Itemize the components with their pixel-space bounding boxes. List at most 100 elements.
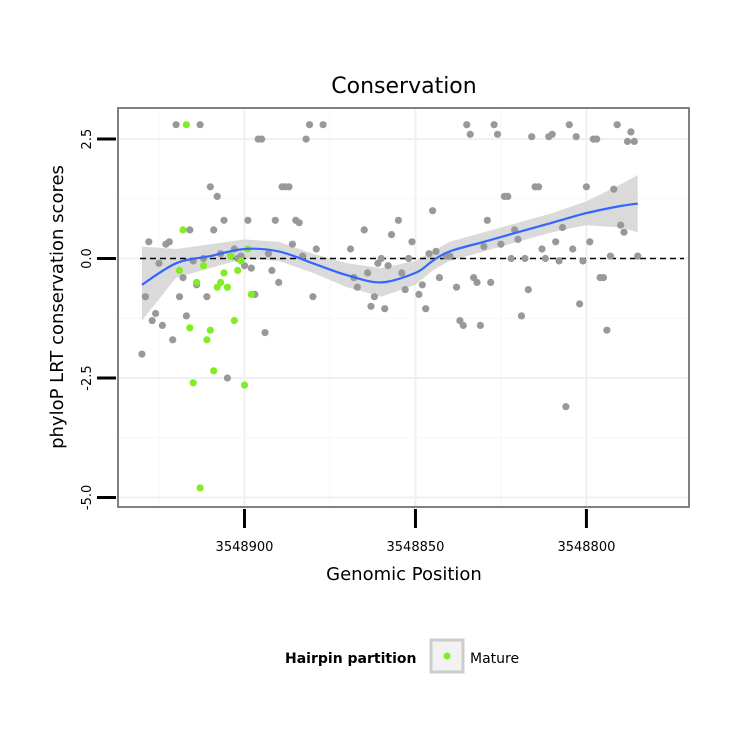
point-53 (346, 245, 355, 253)
point-35 (258, 135, 266, 143)
point-90 (490, 121, 498, 129)
point-101 (528, 133, 536, 141)
point-109 (555, 257, 563, 265)
point-126 (613, 121, 621, 129)
panel-background (118, 108, 689, 507)
point-97 (514, 235, 522, 243)
y-tick-label-1: -2.5 (80, 365, 95, 390)
y-axis: -5.0 -2.5 0.0 2.5 (80, 129, 116, 510)
point-132 (634, 252, 642, 260)
point-88 (483, 216, 491, 224)
x-tick-label-0: 3548900 (216, 540, 274, 555)
panel-border (117, 107, 690, 508)
legend-key-mature (443, 652, 451, 660)
point-125 (610, 185, 618, 193)
point-116 (579, 257, 587, 265)
point-4 (152, 309, 160, 318)
point-69 (408, 238, 416, 246)
point-17 (196, 121, 204, 129)
mature-point-21 (247, 290, 255, 298)
point-52 (319, 121, 327, 129)
point-50 (309, 293, 317, 301)
mature-point-10 (210, 367, 218, 375)
point-21 (210, 226, 218, 234)
point-112 (565, 121, 573, 129)
point-107 (548, 130, 556, 138)
point-118 (586, 238, 594, 246)
point-110 (558, 223, 567, 232)
x-axis: 3548900 3548850 3548800 (216, 509, 615, 555)
legend: Hairpin partition Mature (285, 638, 519, 674)
point-103 (535, 183, 543, 191)
mature-point-2 (182, 121, 190, 129)
mature-point-14 (223, 283, 231, 291)
mature-point-5 (193, 278, 201, 286)
point-95 (507, 254, 515, 263)
point-120 (593, 135, 601, 143)
point-40 (275, 278, 283, 286)
y-axis-title: phyloP LRT conservation scores (47, 165, 68, 449)
point-81 (459, 321, 467, 329)
point-22 (213, 192, 221, 200)
point-113 (569, 245, 577, 253)
point-100 (524, 286, 532, 294)
point-6 (158, 321, 166, 329)
y-tick-label-0: -5.0 (80, 485, 95, 510)
point-3 (148, 317, 156, 325)
point-122 (599, 274, 608, 282)
point-36 (261, 329, 269, 337)
point-49 (305, 121, 314, 129)
point-82 (463, 121, 471, 129)
confidence-band-area (141, 174, 638, 321)
point-64 (387, 231, 396, 239)
point-48 (302, 135, 310, 143)
point-76 (435, 274, 443, 282)
point-67 (401, 286, 409, 294)
point-127 (617, 221, 625, 229)
y-tick-label-3: 2.5 (80, 129, 95, 150)
legend-title: Hairpin partition (285, 651, 416, 667)
point-111 (562, 403, 570, 411)
point-123 (603, 326, 611, 334)
mature-point-8 (203, 336, 211, 344)
point-13 (182, 312, 190, 320)
point-78 (446, 252, 454, 260)
point-85 (473, 278, 481, 286)
mature-point-18 (237, 257, 245, 265)
point-63 (384, 262, 392, 270)
mature-point-3 (186, 324, 194, 332)
point-129 (623, 137, 632, 145)
background-points (138, 121, 642, 411)
point-91 (493, 130, 502, 138)
legend-label-mature: Mature (470, 651, 519, 667)
point-70 (415, 290, 423, 298)
mature-point-12 (217, 278, 225, 286)
point-87 (480, 243, 488, 251)
point-10 (172, 121, 180, 129)
point-38 (268, 266, 276, 275)
point-71 (418, 281, 426, 289)
point-65 (394, 216, 402, 224)
point-99 (521, 254, 529, 263)
point-20 (206, 183, 214, 191)
point-0 (138, 350, 146, 358)
x-axis-title: Genomic Position (326, 564, 482, 585)
smooth-line-group (141, 202, 638, 286)
confidence-band (141, 174, 638, 321)
point-72 (422, 305, 430, 313)
point-124 (606, 252, 615, 260)
point-114 (572, 133, 580, 141)
point-2 (145, 238, 153, 246)
point-31 (244, 216, 252, 224)
x-tick-label-1: 3548850 (387, 540, 445, 555)
point-37 (264, 250, 272, 258)
mature-point-16 (230, 317, 238, 325)
point-24 (220, 216, 228, 224)
point-89 (487, 278, 495, 286)
point-11 (175, 293, 184, 301)
point-98 (517, 312, 526, 320)
point-131 (630, 137, 638, 145)
point-32 (247, 264, 255, 272)
point-12 (179, 274, 187, 282)
point-46 (295, 219, 303, 227)
